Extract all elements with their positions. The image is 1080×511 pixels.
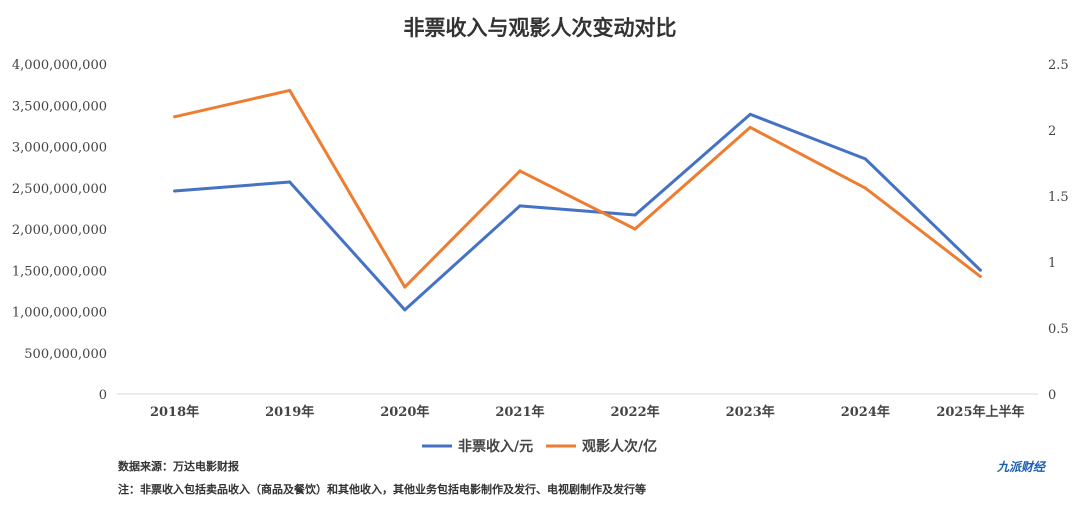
x-tick-label: 2021年 <box>495 404 544 420</box>
x-tick-label: 2024年 <box>841 404 890 420</box>
data-point <box>288 180 292 184</box>
data-point <box>173 115 177 119</box>
data-point <box>978 275 982 279</box>
x-tick-label: 2019年 <box>265 404 314 420</box>
left-tick-label: 1,500,000,000 <box>12 264 107 279</box>
left-tick-label: 4,000,000,000 <box>12 58 107 73</box>
legend-label-0: 非票收入/元 <box>458 438 533 455</box>
right-tick-label: 1 <box>1048 256 1056 271</box>
right-tick-label: 2.5 <box>1048 58 1069 73</box>
data-point <box>403 308 407 312</box>
left-tick-label: 500,000,000 <box>24 347 107 362</box>
source-note: 数据来源：万达电影财报 <box>118 460 239 473</box>
x-tick-label: 2018年 <box>150 404 199 420</box>
data-point <box>863 186 867 190</box>
x-tick-label: 2020年 <box>380 404 429 420</box>
right-tick-label: 2 <box>1048 124 1056 139</box>
data-point <box>748 112 752 116</box>
chart-title: 非票收入与观影人次变动对比 <box>404 15 677 40</box>
data-point <box>748 125 752 129</box>
data-point <box>173 189 177 193</box>
left-tick-label: 1,000,000,000 <box>12 306 107 321</box>
right-tick-label: 1.5 <box>1048 190 1069 205</box>
data-point <box>403 285 407 289</box>
left-tick-label: 3,500,000,000 <box>12 99 107 114</box>
x-tick-label: 2023年 <box>726 404 775 420</box>
x-tick-label: 2022年 <box>610 404 659 420</box>
left-tick-label: 3,000,000,000 <box>12 141 107 156</box>
x-tick-label: 2025年上半年 <box>936 404 1024 420</box>
data-point <box>288 88 292 92</box>
data-point <box>978 268 982 272</box>
left-tick-label: 0 <box>99 388 107 403</box>
right-tick-label: 0 <box>1048 388 1056 403</box>
right-tick-label: 0.5 <box>1048 322 1069 337</box>
data-point <box>633 213 637 217</box>
logo: 九派财经 <box>997 460 1046 474</box>
left-tick-label: 2,000,000,000 <box>12 223 107 238</box>
left-tick-label: 2,500,000,000 <box>12 182 107 197</box>
legend-label-1: 观影人次/亿 <box>582 438 657 455</box>
series-line-0 <box>174 112 982 312</box>
series-line-1 <box>174 88 982 289</box>
data-point <box>518 204 522 208</box>
footnote: 注：非票收入包括卖品收入（商品及餐饮）和其他收入，其他业务包括电影制作及发行、电… <box>118 483 646 496</box>
data-point <box>518 169 522 173</box>
data-point <box>633 227 637 231</box>
data-point <box>863 157 867 161</box>
